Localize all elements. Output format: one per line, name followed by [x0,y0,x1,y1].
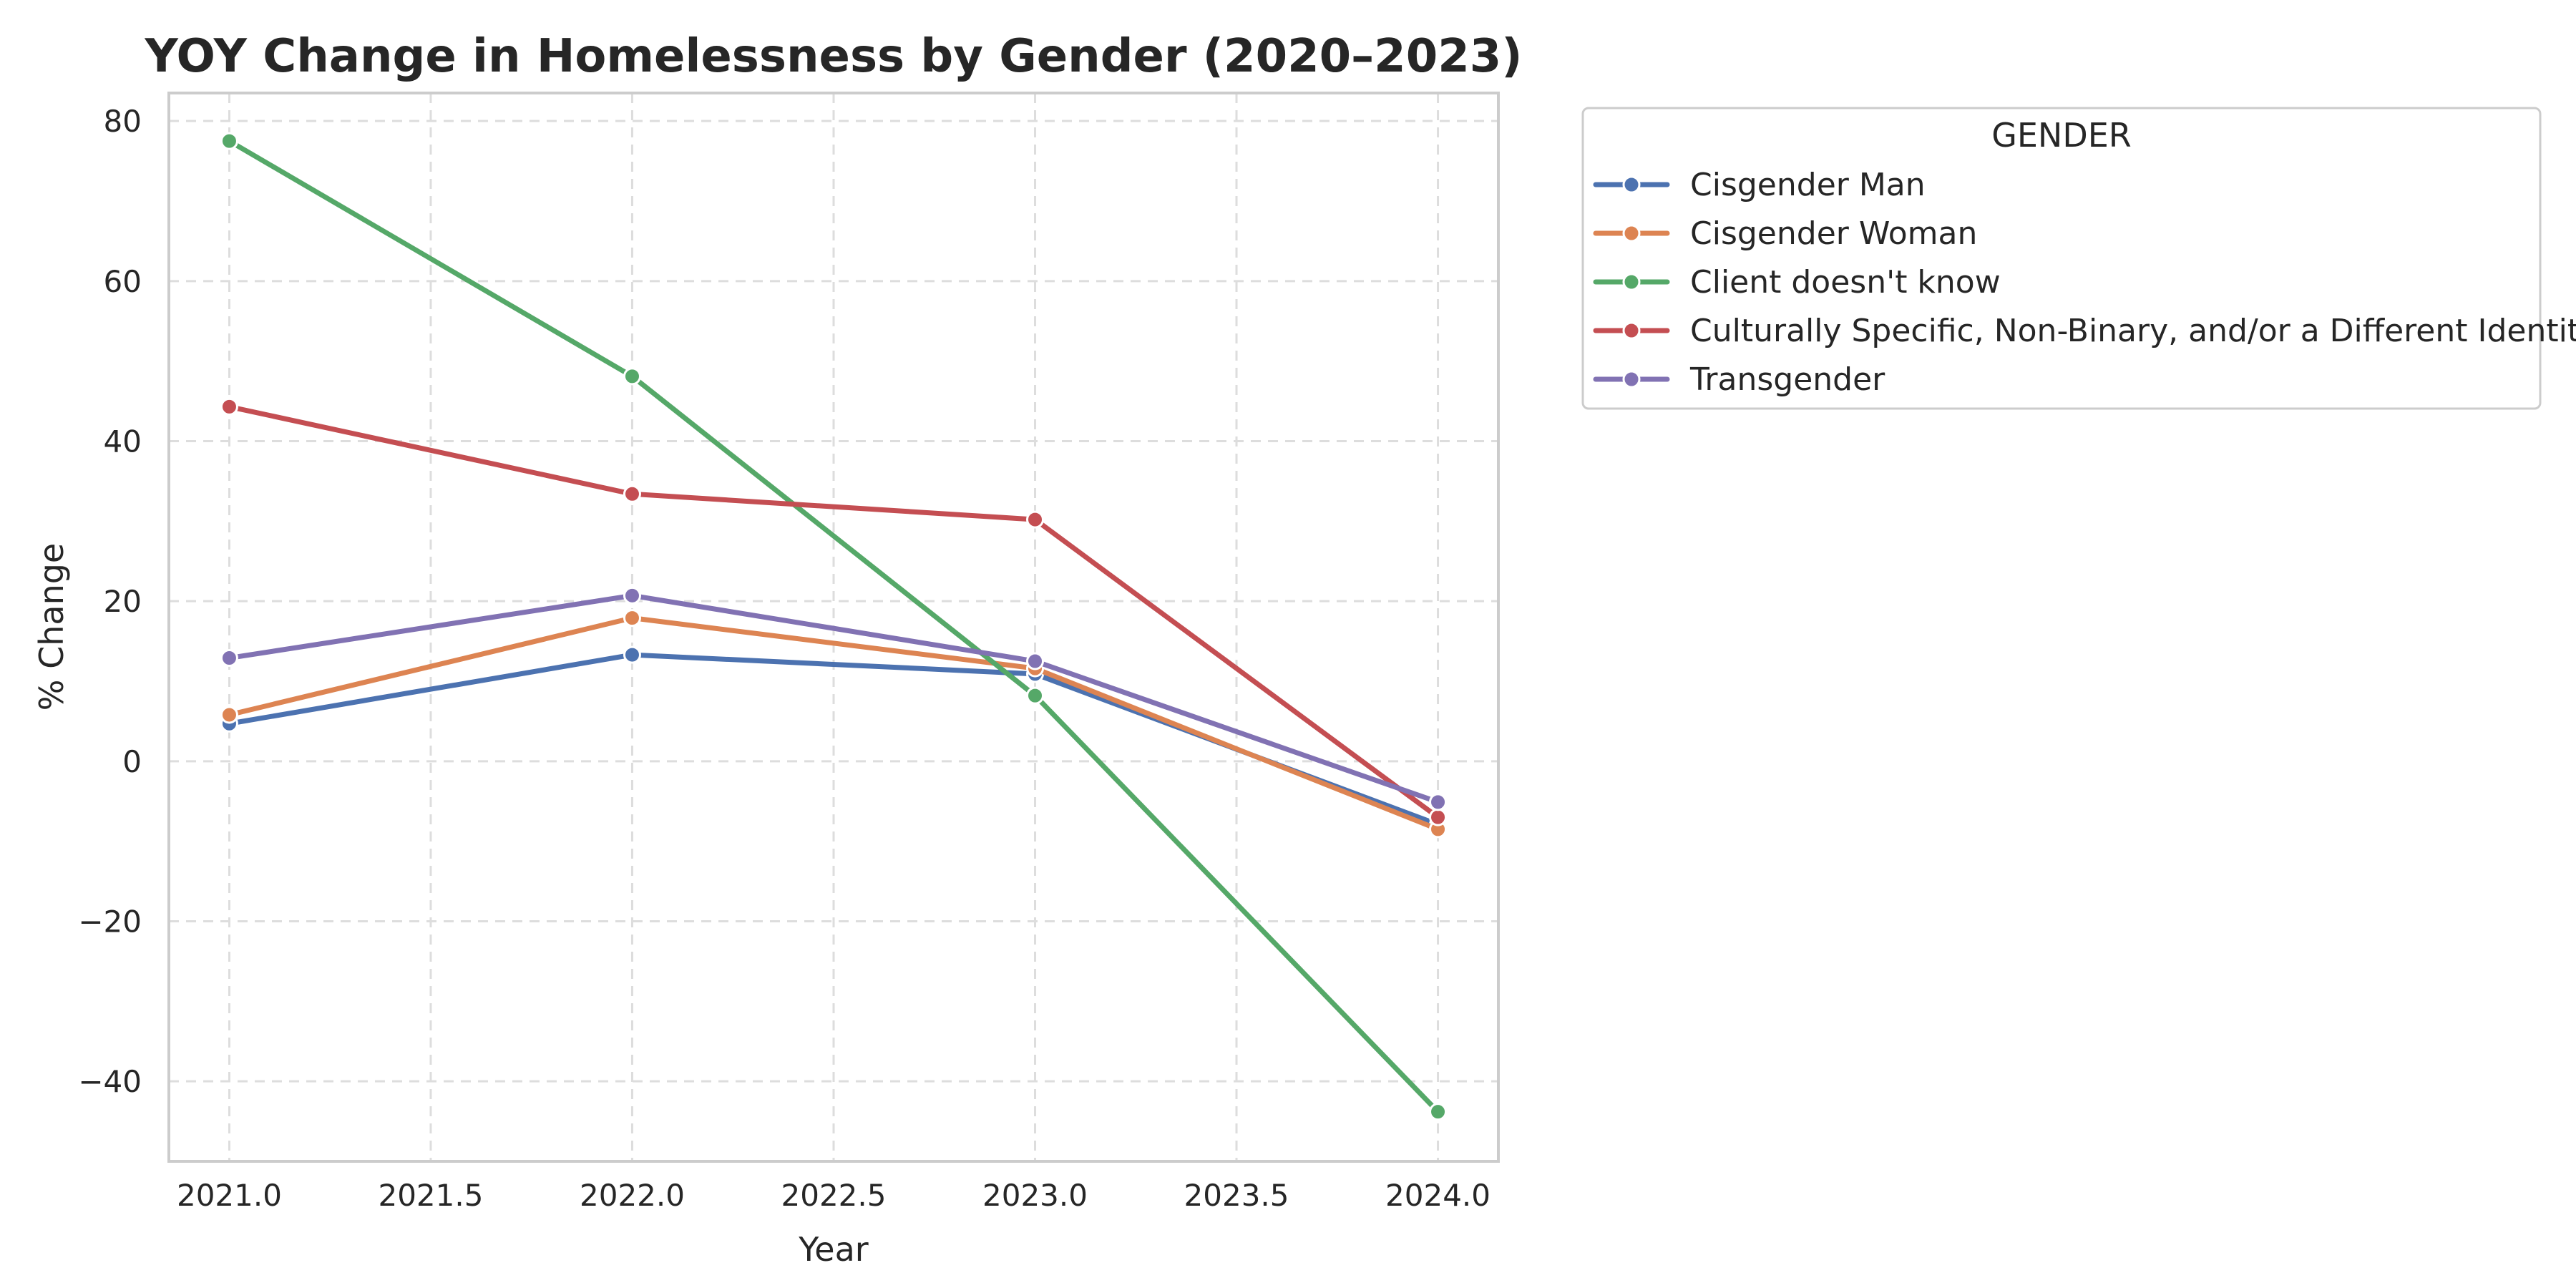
legend-label: Culturally Specific, Non-Binary, and/or … [1690,313,2576,349]
series-4 [220,586,1448,811]
y-tick-label: −20 [78,904,142,939]
legend-label: Cisgender Woman [1690,215,1977,252]
data-point [1429,1103,1448,1121]
data-point [623,586,641,605]
legend-marker-swatch [1622,321,1641,340]
data-point [220,397,238,416]
legend-marker-swatch [1622,273,1641,291]
legend-item: Client doesn't know [1593,264,2001,301]
legend-marker-swatch [1622,175,1641,194]
data-point [1429,793,1448,811]
data-point [623,609,641,628]
data-point [220,649,238,668]
y-tick-labels: 80 60 40 20 0 −20 −40 [78,104,142,1099]
legend-label: Transgender [1689,361,1885,398]
series-line [226,404,1441,820]
legend-marker-swatch [1622,224,1641,243]
legend-marker-swatch [1622,370,1641,389]
legend-items: Cisgender Man Cisgender Woman Client doesn… [1593,167,2576,398]
legend-item: Culturally Specific, Non-Binary, and/or … [1593,313,2576,349]
x-axis-label: Year [798,1230,868,1269]
x-tick-labels: 2021.0 2021.5 2022.0 2022.5 2023.0 2023.5 2024… [177,1178,1491,1213]
legend-item: Transgender [1593,361,1885,398]
series-line [226,615,1441,832]
y-tick-label: 80 [104,104,142,139]
legend-item: Cisgender Man [1593,167,1926,203]
series-line [226,138,1441,1115]
series-3 [220,397,1448,826]
chart-title: YOY Change in Homelessness by Gender (20… [144,30,1522,83]
x-tick-label: 2023.5 [1184,1178,1289,1213]
y-tick-label: −40 [78,1064,142,1099]
data-point [1026,686,1045,705]
legend: GENDER Cisgender Man Cisgender Woman Clien… [1581,107,2576,410]
x-tick-label: 2022.5 [781,1178,887,1213]
legend-label: Cisgender Man [1690,167,1926,203]
y-tick-label: 60 [104,264,142,299]
data-point [623,645,641,664]
data-point [623,484,641,503]
y-tick-label: 20 [104,584,142,619]
series-line [226,592,1441,805]
data-point [220,706,238,724]
x-tick-label: 2021.5 [378,1178,483,1213]
x-tick-label: 2024.0 [1385,1178,1491,1213]
data-point [623,367,641,386]
x-tick-label: 2021.0 [177,1178,282,1213]
series-lines [220,132,1448,1121]
legend-item: Cisgender Woman [1593,215,1977,252]
data-point [1026,652,1045,670]
y-axis-label: % Change [32,543,71,711]
data-point [1026,510,1045,529]
series-1 [220,609,1448,839]
legend-frame [1581,107,2542,410]
legend-label: Client doesn't know [1690,264,2001,301]
x-tick-label: 2022.0 [580,1178,685,1213]
y-tick-label: 40 [104,424,142,459]
data-point [220,132,238,150]
data-point [1429,808,1448,826]
x-tick-label: 2023.0 [982,1178,1088,1213]
legend-title: GENDER [1991,116,2132,155]
y-tick-label: 0 [122,744,142,779]
plot-frame [167,92,1500,1163]
series-2 [220,132,1448,1121]
